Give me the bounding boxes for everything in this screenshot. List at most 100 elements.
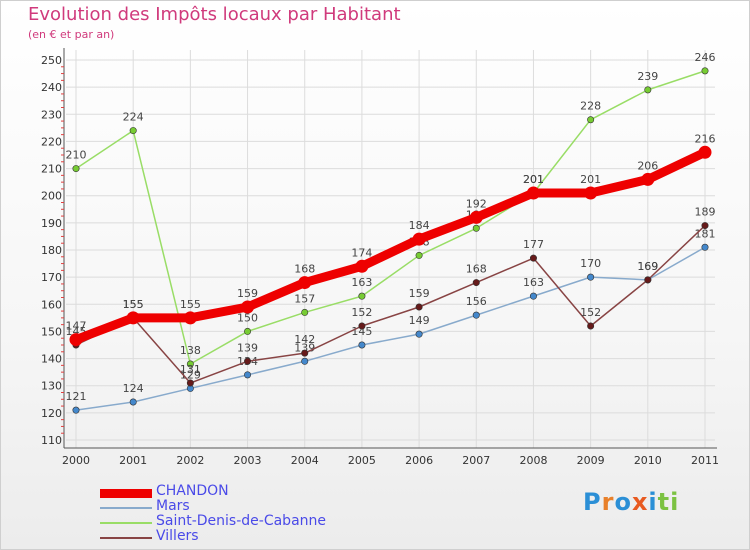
data-label: 155	[123, 298, 144, 311]
data-label: 163	[523, 276, 544, 289]
data-point	[587, 273, 595, 281]
x-tick-label: 2005	[348, 454, 376, 467]
data-label: 206	[637, 159, 658, 172]
data-label: 156	[466, 295, 487, 308]
data-point	[69, 333, 83, 347]
data-label: 169	[637, 260, 658, 273]
data-point	[241, 300, 255, 314]
data-point	[698, 145, 712, 159]
data-point	[301, 357, 309, 365]
data-point	[72, 406, 80, 414]
logo-letter: i	[670, 488, 680, 516]
data-label: 184	[409, 219, 430, 232]
data-label: 201	[523, 173, 544, 186]
data-label: 224	[123, 111, 144, 124]
data-point	[469, 210, 483, 224]
data-point	[415, 303, 423, 311]
data-label: 168	[294, 263, 315, 276]
data-point	[412, 232, 426, 246]
x-tick-label: 2007	[462, 454, 490, 467]
data-label: 152	[351, 306, 372, 319]
data-point	[129, 398, 137, 406]
x-tick-label: 2004	[291, 454, 319, 467]
data-label: 239	[637, 70, 658, 83]
data-label: 138	[180, 344, 201, 357]
x-tick-label: 2008	[519, 454, 547, 467]
legend-swatch	[100, 522, 152, 524]
data-point	[472, 224, 480, 232]
y-tick-label: 240	[41, 81, 62, 94]
data-point	[472, 279, 480, 287]
data-point	[355, 259, 369, 273]
data-label: 201	[580, 173, 601, 186]
x-tick-label: 2000	[62, 454, 90, 467]
data-point	[129, 127, 137, 135]
x-tick-label: 2003	[234, 454, 262, 467]
data-point	[183, 311, 197, 325]
data-label: 210	[66, 149, 87, 162]
data-label: 174	[351, 246, 372, 259]
data-point	[587, 116, 595, 124]
chart-title: Evolution des Impôts locaux par Habitant	[28, 4, 401, 25]
data-label: 216	[695, 132, 716, 145]
data-point	[472, 311, 480, 319]
data-point	[358, 322, 366, 330]
y-tick-label: 250	[41, 54, 62, 67]
data-point	[584, 186, 598, 200]
data-label: 159	[409, 287, 430, 300]
data-label: 181	[695, 227, 716, 240]
data-label: 142	[294, 333, 315, 346]
data-label: 246	[695, 51, 716, 64]
y-tick-label: 190	[41, 217, 62, 230]
data-label: 201	[523, 173, 544, 186]
data-label: 124	[123, 382, 144, 395]
logo-letter: P	[583, 488, 602, 516]
data-point	[301, 308, 309, 316]
y-tick-label: 140	[41, 353, 62, 366]
data-point	[358, 341, 366, 349]
legend-swatch	[100, 507, 152, 509]
series-chandon: 147 155 155 159 168 174 184 192 201 201 206 216	[66, 132, 716, 347]
data-label: 129	[180, 368, 201, 381]
data-label: 189	[695, 206, 716, 219]
x-tick-label: 2001	[119, 454, 147, 467]
data-label: 168	[466, 263, 487, 276]
data-label: 177	[523, 238, 544, 251]
data-label: 150	[237, 311, 258, 324]
data-label: 192	[466, 197, 487, 210]
data-point	[301, 349, 309, 357]
y-tick-label: 180	[41, 244, 62, 257]
x-tick-label: 2011	[691, 454, 719, 467]
y-tick-label: 120	[41, 407, 62, 420]
x-tick-label: 2009	[577, 454, 605, 467]
legend-label: Villers	[156, 528, 199, 544]
y-tick-label: 220	[41, 135, 62, 148]
y-tick-label: 110	[41, 434, 62, 447]
data-point	[529, 254, 537, 262]
data-point	[186, 379, 194, 387]
logo-letter: r	[601, 488, 615, 516]
data-label: 228	[580, 100, 601, 113]
y-tick-label: 150	[41, 325, 62, 338]
data-label: 169	[637, 260, 658, 273]
data-point	[644, 86, 652, 94]
data-point	[641, 172, 655, 186]
y-tick-label: 230	[41, 108, 62, 121]
proxiti-logo: Proxiti	[583, 488, 679, 516]
x-tick-label: 2010	[634, 454, 662, 467]
data-point	[587, 322, 595, 330]
data-point	[701, 67, 709, 75]
data-label: 155	[123, 298, 144, 311]
data-label: 139	[237, 341, 258, 354]
logo-letter: i	[648, 488, 658, 516]
x-tick-label: 2006	[405, 454, 433, 467]
series-line	[75, 246, 706, 411]
data-label: 163	[351, 276, 372, 289]
data-label: 155	[180, 298, 201, 311]
x-tick-label: 2002	[176, 454, 204, 467]
data-label: 147	[66, 320, 87, 333]
data-point	[244, 371, 252, 379]
series-line	[75, 70, 706, 365]
